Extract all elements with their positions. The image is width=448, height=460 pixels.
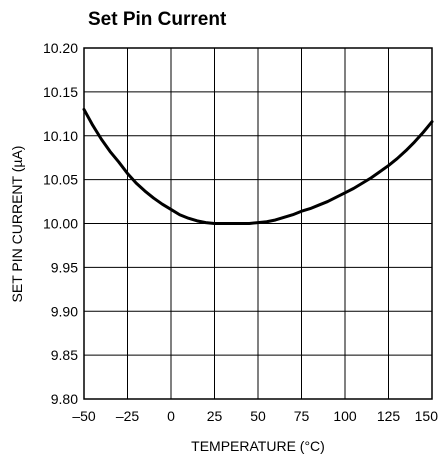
y-tick-label: 9.80: [51, 391, 78, 407]
x-tick-label: 100: [333, 408, 357, 424]
y-tick-label: 10.15: [43, 84, 78, 100]
x-tick-label: 50: [250, 408, 266, 424]
x-tick-label: 25: [207, 408, 223, 424]
x-tick-labels: –50 –25 0 25 50 75 100 125 150: [72, 408, 438, 424]
x-tick-label: 0: [167, 408, 175, 424]
y-axis-label: SET PIN CURRENT (µA): [9, 146, 25, 303]
y-tick-label: 9.95: [51, 259, 78, 275]
chart-title: Set Pin Current: [88, 9, 227, 30]
grid: [84, 48, 432, 399]
x-tick-label: –50: [72, 408, 96, 424]
x-tick-label: 150: [415, 408, 439, 424]
series-line: [82, 107, 434, 225]
plot-frame: [83, 47, 433, 400]
y-tick-labels: 9.80 9.85 9.90 9.95 10.00 10.05 10.10 10.15 10.2…: [43, 40, 78, 407]
y-tick-label: 10.10: [43, 128, 78, 144]
x-axis-label: TEMPERATURE (°C): [191, 438, 325, 454]
y-tick-label: 9.90: [51, 303, 78, 319]
x-tick-label: 125: [377, 408, 401, 424]
y-tick-label: 10.00: [43, 216, 78, 232]
x-tick-label: 75: [294, 408, 310, 424]
y-tick-label: 9.85: [51, 347, 78, 363]
x-tick-label: –25: [116, 408, 140, 424]
y-tick-label: 10.20: [43, 40, 78, 56]
y-tick-label: 10.05: [43, 172, 78, 188]
